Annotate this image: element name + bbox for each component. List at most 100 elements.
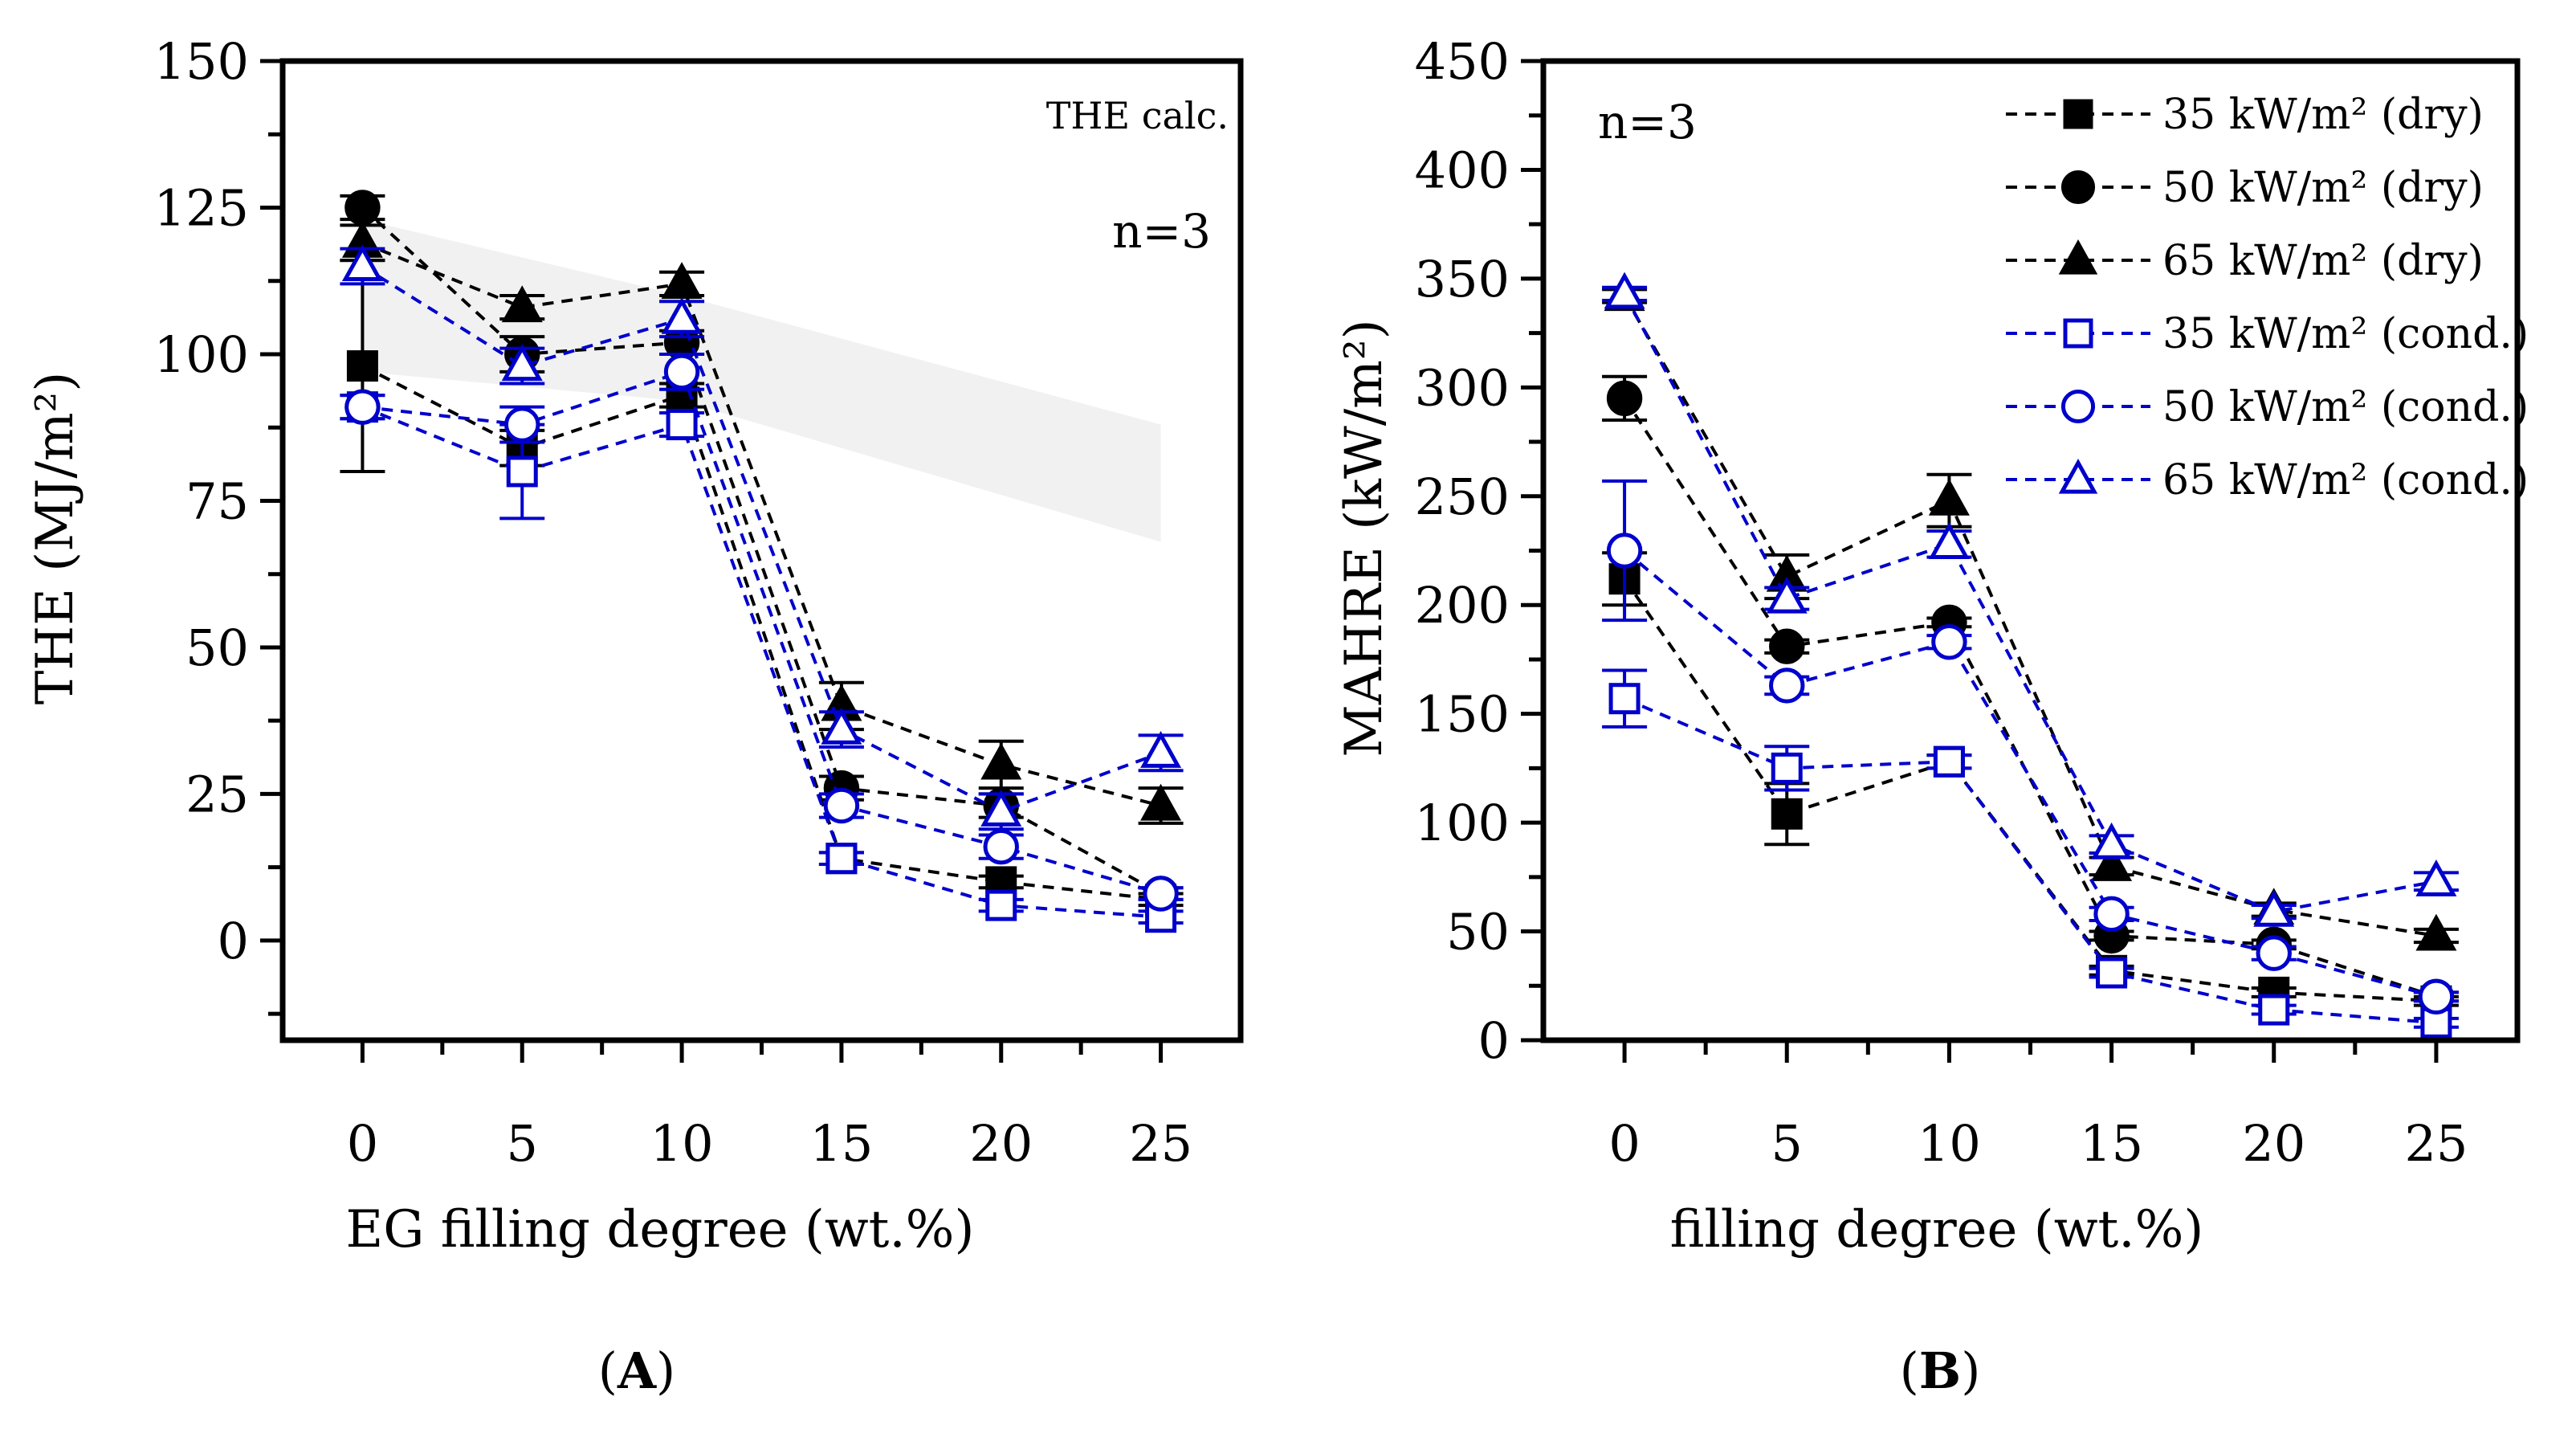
panel-a-n-annotation: n=3 <box>1112 204 1211 259</box>
panel-b-x-axis-title: filling degree (wt.%) <box>1670 1200 2204 1260</box>
panel-b-y-tick-label: 100 <box>1415 794 1510 852</box>
legend-marker <box>2063 318 2093 349</box>
panel-a-y-tick-label: 75 <box>185 472 249 530</box>
panel-b-series-line <box>1623 549 2437 998</box>
panel-b-data-point <box>1931 624 1967 660</box>
panel-a-y-tick-label: 100 <box>154 325 249 384</box>
legend-label: 35 kW/m² (dry) <box>2162 91 2484 139</box>
panel-a-y-axis-title: THE (MJ/m²) <box>26 372 85 705</box>
legend-marker <box>2063 99 2093 129</box>
panel-b-series-line <box>1623 292 2437 914</box>
panel-a-x-tick-label: 5 <box>507 1114 538 1173</box>
panel-b-data-point <box>1766 576 1808 614</box>
panel-b-data-point <box>2253 889 2295 927</box>
panel-a-data-point <box>346 350 378 382</box>
panel-a-x-axis-title: EG filling degree (wt.%) <box>346 1200 975 1260</box>
legend-item: 50 kW/m² (dry) <box>2006 164 2484 212</box>
panel-b-y-axis-title: MAHRE (kW/m²) <box>1335 319 1394 757</box>
panel-b-y-tick-label: 50 <box>1446 903 1510 962</box>
panel-a-data-point <box>344 190 381 226</box>
panel-a-data-point <box>501 344 543 382</box>
panel-a-x-tick-label: 0 <box>347 1114 378 1173</box>
panel-a-label: (A) <box>598 1341 676 1400</box>
panel-a-data-point <box>1143 876 1179 912</box>
panel-a-y-tick-label: 0 <box>218 912 249 970</box>
panel-a-data-point <box>501 285 543 323</box>
panel-a-data-point <box>980 742 1022 780</box>
panel-b-series-5 <box>1602 479 2459 1015</box>
panel-b-data-point <box>2258 994 2290 1026</box>
panel-b-y-tick-label: 350 <box>1415 250 1510 308</box>
panel-b-y-tick-label: 0 <box>1478 1011 1510 1070</box>
panel-a-data-point <box>983 828 1019 865</box>
panel-a-data-point <box>1140 731 1182 768</box>
panel-a-x-tick-label: 20 <box>969 1114 1033 1173</box>
panel-a-data-point <box>823 787 860 824</box>
panel-b-data-point <box>1606 380 1643 417</box>
panel-b-x-tick-label: 15 <box>2080 1114 2143 1173</box>
panel-b-data-point <box>1769 628 1805 664</box>
panel-b-x-tick-label: 10 <box>1918 1114 1981 1173</box>
legend-marker <box>2060 389 2096 424</box>
panel-b-data-point <box>1928 478 1970 516</box>
the-calc-label: THE calc. <box>1046 94 1229 137</box>
panel-b-data-point <box>1771 798 1803 830</box>
panel-a-series-line <box>361 364 1161 901</box>
panel-b-x-tick-label: 5 <box>1771 1114 1803 1173</box>
panel-a-y-tick-label: 125 <box>154 178 249 237</box>
panel-a-data-point <box>663 353 700 390</box>
panel-a-x-tick-label: 25 <box>1129 1114 1192 1173</box>
legend-label: 35 kW/m² (cond.) <box>2162 310 2529 358</box>
panel-a-y-tick-label: 150 <box>154 32 249 91</box>
panel-a-data-point <box>504 406 540 443</box>
panel-b-data-point <box>1771 752 1803 784</box>
panel-a-data-point <box>344 389 381 425</box>
panel-b-data-point <box>2091 822 2133 859</box>
panel-a-y-tick-label: 25 <box>185 765 249 823</box>
panel-b-data-point <box>1608 683 1641 715</box>
panel-a-frame <box>279 58 1244 1043</box>
panel-a-data-point <box>985 889 1017 921</box>
panel-a-plot-area <box>340 190 1184 933</box>
panel-b-y-tick-label: 200 <box>1415 576 1510 635</box>
legend-label: 65 kW/m² (dry) <box>2162 237 2484 285</box>
panel-a-series-6 <box>340 244 1184 831</box>
the-calc-band <box>362 219 1161 542</box>
panel-b-series-3 <box>1602 274 2459 951</box>
panel-a-data-point <box>825 843 858 875</box>
panel-b-data-point <box>2415 913 2457 951</box>
panel-a-x-tick-label: 15 <box>809 1114 873 1173</box>
panel-b-data-point <box>2415 859 2457 896</box>
panel-b-data-point <box>1928 522 1970 559</box>
panel-a-series-line <box>361 241 1162 807</box>
panel-b-x-tick-label: 0 <box>1608 1114 1640 1173</box>
panel-b-data-point <box>2091 844 2133 881</box>
panel-b-data-point <box>2418 978 2455 1015</box>
panel-b-series-line <box>1623 295 2437 937</box>
legend-marker <box>2058 239 2098 275</box>
panel-a-chart: 0 5 10 15 20 25 0 25 50 75 100 125 150 THE calc. n=3… <box>26 32 1244 1400</box>
panel-a-data-point <box>661 296 703 334</box>
panel-b-series-line <box>1623 397 2437 998</box>
panel-b-legend: 35 kW/m² (dry) 50 kW/m² (dry) 65 kW/m² (dr… <box>2006 91 2529 504</box>
panel-a-series-5 <box>340 352 1184 912</box>
panel-b-series-4 <box>1602 668 2459 1039</box>
panel-a-data-point <box>1140 783 1182 821</box>
panel-b-label: (B) <box>1900 1341 1981 1400</box>
panel-a-y-tick-label: 50 <box>185 619 249 677</box>
legend-marker <box>2060 169 2096 205</box>
panel-b-series-line <box>1623 578 2437 1003</box>
panel-b-n-annotation: n=3 <box>1598 95 1697 149</box>
panel-b-data-point <box>2096 957 2128 989</box>
panel-b-y-tick-label: 400 <box>1415 141 1510 199</box>
panel-a-series-line <box>362 369 1162 896</box>
panel-b-y-tick-label: 450 <box>1415 32 1510 91</box>
panel-b-x-tick-label: 25 <box>2404 1114 2468 1173</box>
panel-b-data-point <box>2420 1006 2452 1039</box>
panel-a-x-tick-label: 10 <box>650 1114 714 1173</box>
panel-b-y-tick-label: 300 <box>1415 358 1510 417</box>
legend-item: 65 kW/m² (dry) <box>2006 237 2484 285</box>
